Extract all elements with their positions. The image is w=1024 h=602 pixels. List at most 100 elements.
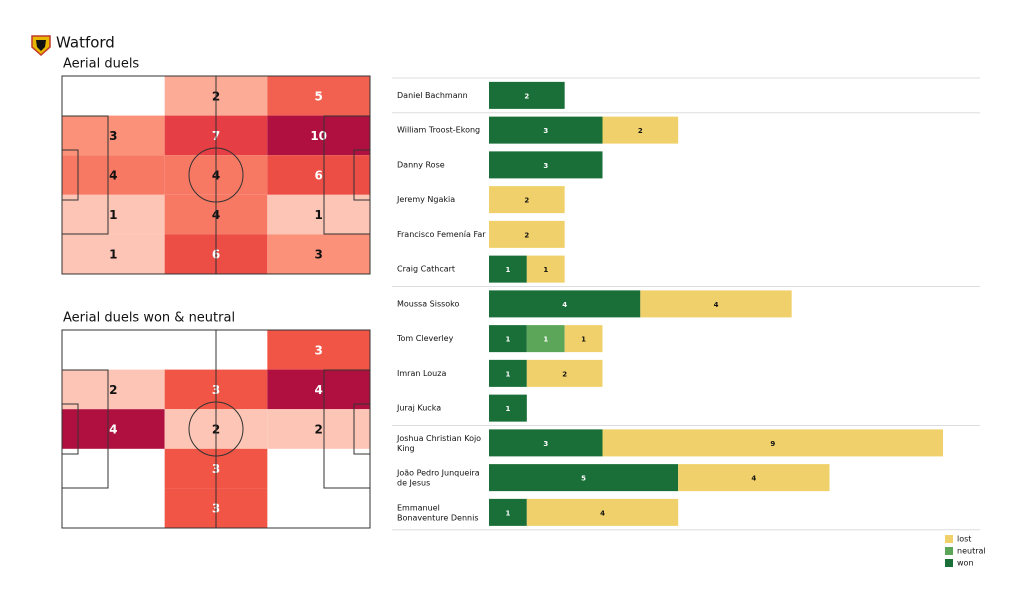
heat-cell <box>62 194 165 235</box>
cell-label: 2 <box>314 423 322 437</box>
bar-label: 2 <box>524 231 529 239</box>
bar-segment <box>489 325 527 353</box>
bar-label: 1 <box>505 509 510 517</box>
bar-label: 2 <box>562 370 567 378</box>
bar-segment <box>489 255 527 283</box>
name-line: King <box>397 443 415 452</box>
cell-label: 6 <box>314 169 322 183</box>
cell-label: 4 <box>109 169 117 183</box>
bar-segment <box>489 186 565 214</box>
bar-segment <box>678 464 830 492</box>
bar-label: 4 <box>751 475 756 483</box>
bar-label: 1 <box>581 336 586 344</box>
bar-segment <box>489 429 603 457</box>
player-name: João Pedro Junqueira de Jesus <box>396 468 480 487</box>
bar-segment <box>489 151 603 179</box>
heatmap-title: Aerial duels won & neutral <box>63 311 235 326</box>
cell-label: 4 <box>109 423 117 437</box>
club-logo <box>31 35 51 57</box>
heatmap-title: Aerial duels <box>63 57 139 72</box>
player-name: Joshua Christian Kojo King <box>396 433 481 452</box>
bar-segment <box>526 255 565 283</box>
bar-segment <box>526 325 565 353</box>
heat-cell <box>267 330 370 370</box>
cell-label: 1 <box>109 248 117 262</box>
bar-segment <box>489 464 679 492</box>
heat-cell <box>267 155 370 195</box>
bar-label: 1 <box>543 266 548 274</box>
player-name: Juraj Kucka <box>396 404 441 413</box>
cell-label: 2 <box>109 383 117 397</box>
player-name: Daniel Bachmann <box>397 91 468 100</box>
bar-label: 3 <box>543 440 548 448</box>
bar-segment <box>489 359 527 387</box>
cell-label: 3 <box>109 129 117 143</box>
name-line: João Pedro Junqueira <box>396 468 480 477</box>
bar-label: 1 <box>543 336 548 344</box>
name-line: de Jesus <box>397 478 430 487</box>
player-name: Francisco Femenía Far <box>397 230 486 239</box>
heat-cell <box>62 115 165 156</box>
bar-segment <box>489 116 603 144</box>
player-name: William Troost-Ekong <box>397 126 480 135</box>
bar-label: 2 <box>524 197 529 205</box>
name-line: Joshua Christian Kojo <box>396 433 481 442</box>
bar-segment <box>489 394 527 422</box>
heat-cell <box>62 409 165 449</box>
player-name: Danny Rose <box>397 160 445 169</box>
bar-label: 1 <box>505 266 510 274</box>
heat-cell <box>267 115 370 156</box>
legend-swatch <box>945 559 953 567</box>
cell-label: 5 <box>314 89 322 103</box>
bar-label: 2 <box>524 92 529 100</box>
cell-label: 1 <box>314 208 322 222</box>
bar-segment <box>489 290 641 318</box>
name-line: Bonaventure Dennis <box>397 513 478 522</box>
bar-segment <box>489 498 527 526</box>
bar-segment <box>489 81 565 109</box>
bar-label: 1 <box>505 405 510 413</box>
heat-cell <box>62 155 165 195</box>
name-line: Emmanuel <box>397 503 440 512</box>
centre-circle <box>188 401 244 457</box>
legend-label: won <box>957 559 974 568</box>
bar-label: 2 <box>638 127 643 135</box>
player-name: Emmanuel Bonaventure Dennis <box>397 503 478 522</box>
goal-area <box>61 149 79 201</box>
heat-cell <box>267 369 370 410</box>
player-name: Moussa Sissoko <box>397 299 460 308</box>
bar-label: 1 <box>505 370 510 378</box>
player-name: Tom Cleverley <box>396 334 454 343</box>
player-name: Jeremy Ngakia <box>396 195 455 204</box>
legend-label: lost <box>957 535 971 544</box>
bar-label: 4 <box>714 301 719 309</box>
player-name: Imran Louza <box>397 369 446 378</box>
heat-cell <box>267 234 370 274</box>
bar-label: 1 <box>505 336 510 344</box>
heat-cell <box>267 409 370 449</box>
bar-segment <box>489 220 565 248</box>
bar-segment <box>564 325 603 353</box>
goal-area <box>353 149 371 201</box>
bar-label: 3 <box>543 162 548 170</box>
legend-swatch <box>945 547 953 555</box>
pitch-lines <box>61 75 371 275</box>
bar-label: 4 <box>600 509 605 517</box>
bar-label: 3 <box>543 127 548 135</box>
cell-label: 1 <box>109 208 117 222</box>
pitch-lines <box>61 329 371 529</box>
heat-cell <box>62 234 165 274</box>
page-title: Watford <box>56 34 115 52</box>
bar-segment <box>526 498 679 526</box>
legend-swatch <box>945 535 953 543</box>
cell-label: 3 <box>314 248 322 262</box>
bar-label: 4 <box>562 301 567 309</box>
cell-label: 10 <box>310 129 327 143</box>
heat-cell <box>62 369 165 410</box>
heat-cell <box>267 76 370 116</box>
centre-circle <box>188 147 244 203</box>
legend-label: neutral <box>957 547 986 556</box>
cell-label: 4 <box>314 383 322 397</box>
goal-area <box>61 403 79 455</box>
